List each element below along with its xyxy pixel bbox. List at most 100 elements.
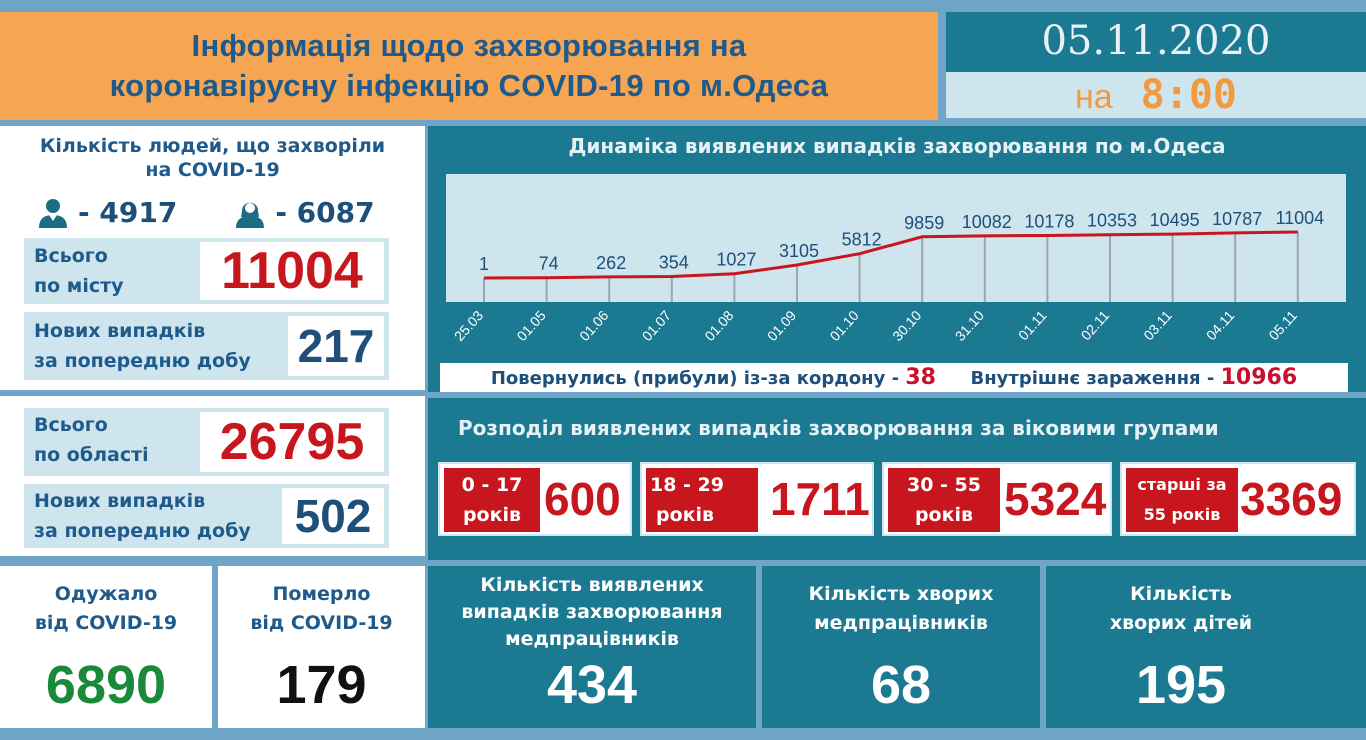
city-heading-line-2: на COVID-19 <box>145 159 280 181</box>
city-heading-line-1: Кількість людей, що захворіли <box>39 135 386 157</box>
svg-text:5812: 5812 <box>842 230 882 250</box>
children-sick-card: Кількість хворих дітей 195 <box>1046 566 1366 728</box>
medics-sick-line-2: медпрацівників <box>814 612 988 634</box>
returned-value: 38 <box>905 365 936 390</box>
gender-breakdown: - 4917 - 6087 <box>36 196 375 229</box>
svg-text:05.11: 05.11 <box>1265 307 1300 343</box>
region-new-label: Нових випадків за попередню добу <box>34 486 251 546</box>
report-date: 05.11.2020 <box>946 12 1366 72</box>
svg-text:25.03: 25.03 <box>451 307 486 344</box>
medics-detected-line-1: Кількість виявлених <box>480 574 704 596</box>
svg-text:10787: 10787 <box>1212 209 1262 229</box>
age-group-value: 5324 <box>1004 473 1107 525</box>
internal-value: 10966 <box>1220 365 1298 390</box>
svg-text:01.11: 01.11 <box>1015 307 1050 343</box>
region-new-value: 502 <box>282 488 384 544</box>
children-sick-value: 195 <box>1135 655 1227 715</box>
city-new-label: Нових випадків за попередню добу <box>34 316 251 376</box>
age-group-label: 0 - 17 років <box>444 468 540 532</box>
medics-detected-card: Кількість виявлених випадків захворюванн… <box>428 566 756 728</box>
svg-text:11004: 11004 <box>1275 208 1324 228</box>
recovered-card: Одужало від COVID-19 6890 <box>0 566 212 728</box>
medics-sick-label: Кількість хворих медпрацівників <box>762 580 1040 638</box>
male-person-icon <box>39 198 67 228</box>
age-unit: років <box>914 504 974 526</box>
age-groups-panel: Розподіл виявлених випадків захворювання… <box>428 398 1366 560</box>
svg-text:1027: 1027 <box>716 250 756 270</box>
age-group-value: 1711 <box>770 473 870 525</box>
chart-title: Динаміка виявлених випадків захворювання… <box>568 134 1226 158</box>
male-count: - 4917 <box>36 196 177 229</box>
medics-sick-line-1: Кількість хворих <box>808 583 994 605</box>
recovered-label: Одужало від COVID-19 <box>0 580 212 638</box>
age-unit: років <box>462 504 522 526</box>
recovered-label-line-2: від COVID-19 <box>34 612 178 634</box>
recovered-label-line-1: Одужало <box>54 583 158 605</box>
age-group-value: 600 <box>544 473 621 525</box>
city-stats-panel: Кількість людей, що захворіли на COVID-1… <box>0 126 425 390</box>
region-total-label-line-2: по області <box>34 444 149 466</box>
svg-text:30.10: 30.10 <box>889 307 924 344</box>
female-person-icon <box>236 202 265 228</box>
city-total-value: 11004 <box>200 242 384 300</box>
medics-detected-line-2: випадків захворювання <box>461 601 723 623</box>
time-prefix: на <box>1074 78 1113 116</box>
recovered-value: 6890 <box>45 655 167 715</box>
medics-detected-line-3: медпрацівників <box>505 628 679 650</box>
deaths-label: Померло від COVID-19 <box>218 580 425 638</box>
deaths-value: 179 <box>276 655 367 715</box>
svg-text:10178: 10178 <box>1024 211 1074 231</box>
age-group-label: 18 - 29 років <box>646 468 758 532</box>
age-range: 30 - 55 <box>907 474 981 496</box>
region-new-label-line-1: Нових випадків <box>34 490 206 512</box>
deaths-label-line-2: від COVID-19 <box>250 612 393 634</box>
age-unit: 55 років <box>1143 505 1221 524</box>
svg-text:01.05: 01.05 <box>513 307 548 344</box>
region-new-label-line-2: за попередню добу <box>34 520 251 542</box>
svg-text:01.09: 01.09 <box>764 307 799 344</box>
age-group-label: старші за 55 років <box>1126 468 1238 532</box>
svg-text:10495: 10495 <box>1150 210 1200 230</box>
svg-text:04.11: 04.11 <box>1203 307 1238 343</box>
age-group-card: 0 - 17 років 600 <box>438 462 632 536</box>
svg-text:3105: 3105 <box>779 241 819 261</box>
page-title: Інформація щодо захворювання на коронаві… <box>0 12 938 120</box>
age-range: старші за <box>1137 475 1227 494</box>
age-group-card: 18 - 29 років 1711 <box>640 462 874 536</box>
female-count-value: - 6087 <box>275 196 375 229</box>
deaths-label-line-1: Померло <box>272 583 371 605</box>
title-line-2: коронавірусну інфекцію COVID-19 по м.Оде… <box>109 68 829 103</box>
medics-sick-value: 68 <box>870 655 932 715</box>
svg-text:31.10: 31.10 <box>952 307 987 344</box>
female-count: - 6087 <box>233 196 375 229</box>
age-range: 18 - 29 <box>650 474 724 496</box>
report-time: на 8:00 <box>946 72 1366 118</box>
svg-text:354: 354 <box>659 253 689 273</box>
city-total-label-line-1: Всього <box>34 245 108 267</box>
male-count-value: - 4917 <box>78 196 178 229</box>
city-new-label-line-1: Нових випадків <box>34 320 206 342</box>
city-total-label: Всього по місту <box>34 241 124 301</box>
svg-text:1: 1 <box>479 254 489 274</box>
svg-text:03.11: 03.11 <box>1140 307 1175 343</box>
region-total-label: Всього по області <box>34 410 149 470</box>
svg-text:10353: 10353 <box>1087 211 1137 231</box>
deaths-card: Померло від COVID-19 179 <box>218 566 425 728</box>
city-heading: Кількість людей, що захворіли на COVID-1… <box>0 134 425 182</box>
svg-text:9859: 9859 <box>904 213 944 233</box>
chart-plot: 1 74 262 354 1027 3105 5812 9859 10082 10178 10353… <box>479 208 1324 302</box>
children-sick-line-2: хворих дітей <box>1109 612 1253 634</box>
dynamics-chart-panel: Динаміка виявлених випадків захворювання… <box>428 126 1366 392</box>
children-sick-label: Кількість хворих дітей <box>1046 580 1366 638</box>
age-group-card: 30 - 55 років 5324 <box>882 462 1112 536</box>
svg-text:01.08: 01.08 <box>701 307 736 344</box>
region-total-box: Всього по області 26795 <box>24 408 389 476</box>
title-line-1: Інформація щодо захворювання на <box>191 28 747 63</box>
svg-text:01.06: 01.06 <box>576 307 611 344</box>
svg-text:01.07: 01.07 <box>639 307 674 344</box>
city-total-box: Всього по місту 11004 <box>24 238 389 304</box>
medics-sick-card: Кількість хворих медпрацівників 68 <box>762 566 1040 728</box>
medics-detected-value: 434 <box>546 655 638 715</box>
city-total-label-line-2: по місту <box>34 275 124 297</box>
age-group-label: 30 - 55 років <box>888 468 1000 532</box>
